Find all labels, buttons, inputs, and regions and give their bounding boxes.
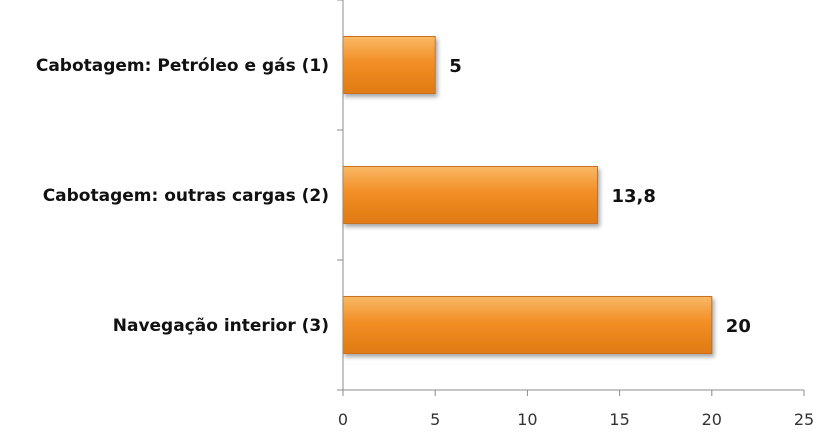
data-label-3: 20 [726, 316, 751, 337]
x-tick-label-4: 20 [702, 410, 722, 429]
bar-1 [342, 36, 436, 94]
bar-3 [342, 296, 713, 354]
axes [337, 0, 805, 396]
bar-2 [342, 166, 598, 224]
category-label-2: Cabotagem: outras cargas (2) [43, 186, 329, 206]
labels: Cabotagem: Petróleo e gás (1) 5 Cabotagem:… [36, 56, 814, 429]
x-tick-label-0: 0 [338, 410, 348, 429]
x-tick-label-2: 10 [517, 410, 537, 429]
category-label-1: Cabotagem: Petróleo e gás (1) [36, 56, 329, 76]
category-label-3: Navegação interior (3) [113, 316, 329, 336]
x-tick-label-1: 5 [430, 410, 440, 429]
bars [342, 36, 713, 354]
data-label-2: 13,8 [611, 186, 655, 207]
data-label-1: 5 [449, 56, 462, 77]
x-tick-label-5: 25 [794, 410, 814, 429]
x-tick-label-3: 15 [609, 410, 629, 429]
